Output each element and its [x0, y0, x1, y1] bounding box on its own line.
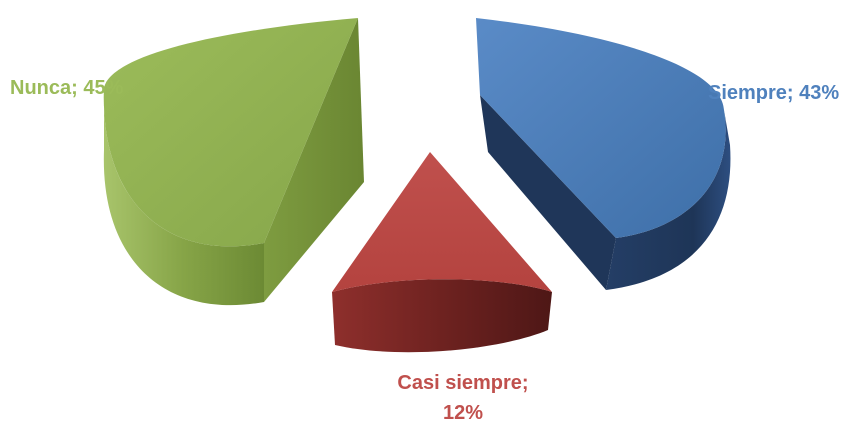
label-casi-siempre-line1: Casi siempre; — [397, 372, 528, 394]
label-siempre: Siempre; 43% — [708, 82, 839, 104]
slice-siempre-side — [606, 110, 731, 290]
slice-nunca — [103, 18, 364, 306]
label-casi-siempre-line2: 12% — [443, 402, 483, 424]
slice-nunca-side — [103, 88, 264, 306]
slice-siempre-wall — [480, 95, 616, 290]
slice-nunca-top — [103, 18, 358, 247]
label-nunca: Nunca; 45% — [10, 77, 124, 99]
slice-nunca-wall — [264, 18, 364, 302]
slice-siempre — [476, 18, 731, 290]
slice-casi-siempre — [332, 152, 552, 353]
slice-siempre-top — [476, 18, 726, 238]
slice-casi-siempre-top — [332, 152, 552, 292]
slice-casi-siempre-side — [332, 279, 552, 353]
